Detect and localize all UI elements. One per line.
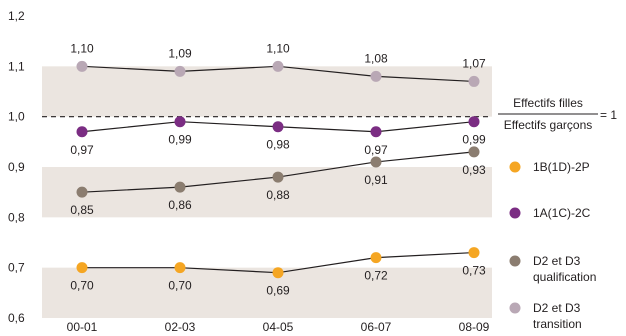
- legend-label: 1A(1C)-2C: [533, 206, 591, 220]
- legend-marker: [509, 255, 521, 267]
- legend-label: transition: [533, 317, 582, 331]
- background-band: [42, 66, 492, 117]
- data-label: 0,99: [168, 133, 192, 147]
- data-label: 0,69: [266, 284, 290, 298]
- y-tick-label: 1,0: [8, 110, 25, 124]
- data-label: 0,97: [70, 143, 94, 157]
- data-point: [272, 267, 284, 279]
- series: 0,97 0,99 0,98 0,97 0,99: [70, 116, 486, 157]
- data-point: [370, 126, 382, 138]
- y-tick-label: 1,2: [8, 9, 25, 23]
- legend-label: D2 et D3: [533, 254, 581, 268]
- legend-item: 1A(1C)-2C: [509, 206, 591, 220]
- series: 1,10 1,09 1,10 1,08 1,07: [70, 41, 486, 87]
- x-tick-label: 02-03: [165, 320, 196, 334]
- data-label: 0,72: [364, 269, 388, 283]
- data-label: 1,08: [364, 51, 388, 65]
- data-label: 1,10: [70, 41, 94, 55]
- x-tick-label: 00-01: [67, 320, 98, 334]
- data-point: [370, 156, 382, 168]
- y-axis: 1,2 1,1 1,0 0,9 0,8 0,7 0,6: [8, 9, 25, 325]
- data-point: [272, 171, 284, 183]
- data-point: [174, 262, 186, 274]
- legend-marker: [509, 161, 521, 173]
- x-axis: 00-01 02-03 04-05 06-07 08-09: [67, 320, 490, 334]
- background-band: [42, 267, 492, 318]
- data-label: 0,70: [168, 279, 192, 293]
- data-point: [468, 247, 480, 259]
- data-point: [272, 121, 284, 133]
- data-label: 0,91: [364, 173, 388, 187]
- reference-equals: = 1: [600, 108, 617, 122]
- y-tick-label: 0,7: [8, 261, 25, 275]
- series-group: 0,70 0,70 0,69 0,72 0,73 0,97 0,99 0,98 0,97 0,99…: [70, 41, 486, 297]
- y-tick-label: 0,9: [8, 160, 25, 174]
- data-label: 1,10: [266, 41, 290, 55]
- y-tick-label: 1,1: [8, 59, 25, 73]
- data-point: [76, 126, 88, 138]
- data-label: 0,70: [70, 279, 94, 293]
- reference-numerator: Effectifs filles: [513, 96, 583, 110]
- legend-marker: [509, 302, 521, 314]
- data-label: 0,85: [70, 203, 94, 217]
- data-point: [76, 60, 88, 72]
- y-tick-label: 0,6: [8, 311, 25, 325]
- data-label: 1,07: [462, 56, 486, 70]
- data-point: [468, 146, 480, 158]
- background-band: [42, 167, 492, 218]
- data-label: 0,86: [168, 198, 192, 212]
- legend-item: D2 et D3 qualification: [509, 254, 596, 284]
- series: 0,85 0,86 0,88 0,91 0,93: [70, 146, 486, 217]
- data-point: [272, 60, 284, 72]
- data-label: 0,88: [266, 188, 290, 202]
- data-point: [468, 75, 480, 87]
- data-point: [370, 70, 382, 82]
- reference-denominator: Effectifs garçons: [504, 118, 593, 132]
- data-label: 1,09: [168, 46, 192, 60]
- data-point: [468, 116, 480, 128]
- data-point: [76, 186, 88, 198]
- legend-label: 1B(1D)-2P: [533, 160, 590, 174]
- legend-label: qualification: [533, 270, 596, 284]
- legend-item: D2 et D3 transition: [509, 301, 582, 331]
- legend-item: 1B(1D)-2P: [509, 160, 590, 174]
- reference-annotation: Effectifs filles Effectifs garçons = 1: [498, 96, 617, 132]
- legend-marker: [509, 207, 521, 219]
- background-bands: [42, 66, 492, 318]
- series: 0,70 0,70 0,69 0,72 0,73: [70, 247, 486, 298]
- x-tick-label: 06-07: [361, 320, 392, 334]
- y-tick-label: 0,8: [8, 210, 25, 224]
- data-point: [370, 252, 382, 264]
- data-label: 0,99: [462, 133, 486, 147]
- data-point: [174, 116, 186, 128]
- data-label: 0,98: [266, 138, 290, 152]
- x-tick-label: 04-05: [263, 320, 294, 334]
- legend-label: D2 et D3: [533, 301, 581, 315]
- data-point: [76, 262, 88, 274]
- data-point: [174, 181, 186, 193]
- data-point: [174, 65, 186, 77]
- x-tick-label: 08-09: [459, 320, 490, 334]
- data-label: 0,97: [364, 143, 388, 157]
- data-label: 0,73: [462, 264, 486, 278]
- data-label: 0,93: [462, 163, 486, 177]
